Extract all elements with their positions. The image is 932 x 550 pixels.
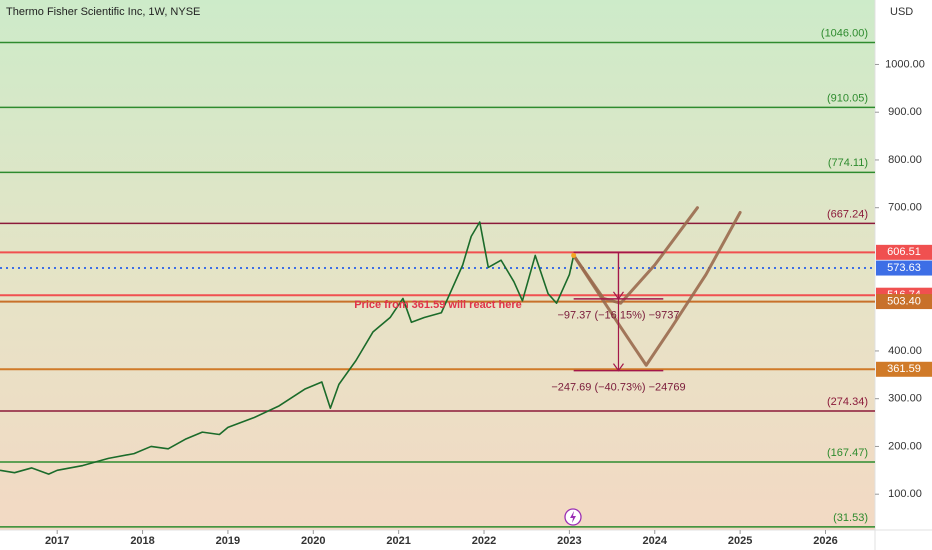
level-label: (274.34) bbox=[827, 396, 868, 408]
level-label: (167.47) bbox=[827, 447, 868, 459]
price-badge bbox=[876, 361, 932, 377]
y-tick-label: 1000.00 bbox=[885, 58, 925, 70]
price-badge-label: 606.51 bbox=[887, 246, 921, 258]
projection-drawing bbox=[572, 210, 742, 367]
annotation: Price from 361.59 will react here bbox=[354, 299, 522, 311]
x-tick-label: 2017 bbox=[45, 535, 69, 547]
x-tick-label: 2020 bbox=[301, 535, 325, 547]
x-tick-label: 2024 bbox=[643, 535, 668, 547]
currency: USD bbox=[890, 6, 913, 18]
x-tick-label: 2026 bbox=[813, 535, 837, 547]
level-label: (1046.00) bbox=[821, 27, 868, 39]
x-tick-label: 2019 bbox=[216, 535, 240, 547]
price-badge bbox=[876, 260, 932, 276]
price-badge-label: 503.40 bbox=[887, 295, 921, 307]
y-tick-label: 900.00 bbox=[888, 106, 922, 118]
x-tick-label: 2023 bbox=[557, 535, 581, 547]
x-tick-label: 2021 bbox=[386, 535, 410, 547]
price-badge-label: 573.63 bbox=[887, 262, 921, 274]
y-tick-label: 700.00 bbox=[888, 202, 922, 214]
price-badge bbox=[876, 294, 932, 310]
x-tick-label: 2018 bbox=[130, 535, 154, 547]
plot-area bbox=[0, 0, 875, 530]
x-tick-label: 2025 bbox=[728, 535, 752, 547]
y-tick-label: 200.00 bbox=[888, 440, 922, 452]
x-tick-label: 2022 bbox=[472, 535, 496, 547]
price-line bbox=[0, 221, 575, 475]
price-badge-label: 361.59 bbox=[887, 363, 921, 375]
y-tick-label: 100.00 bbox=[888, 488, 922, 500]
level-label: (910.05) bbox=[827, 92, 868, 104]
y-tick-label: 800.00 bbox=[888, 154, 922, 166]
price-badge bbox=[876, 244, 932, 260]
chart-title: Thermo Fisher Scientific Inc, 1W, NYSE bbox=[6, 6, 200, 18]
level-label: (667.24) bbox=[827, 208, 868, 220]
y-tick-label: 400.00 bbox=[888, 345, 922, 357]
level-label: (774.11) bbox=[828, 157, 868, 169]
measure-label: −247.69 (−40.73%) −24769 bbox=[551, 382, 685, 394]
y-tick-label: 300.00 bbox=[888, 393, 922, 405]
last-price-dot bbox=[571, 252, 577, 258]
measure-arrowhead bbox=[612, 363, 624, 372]
level-label: (31.53) bbox=[833, 512, 868, 524]
event-icon-bolt bbox=[570, 511, 576, 523]
